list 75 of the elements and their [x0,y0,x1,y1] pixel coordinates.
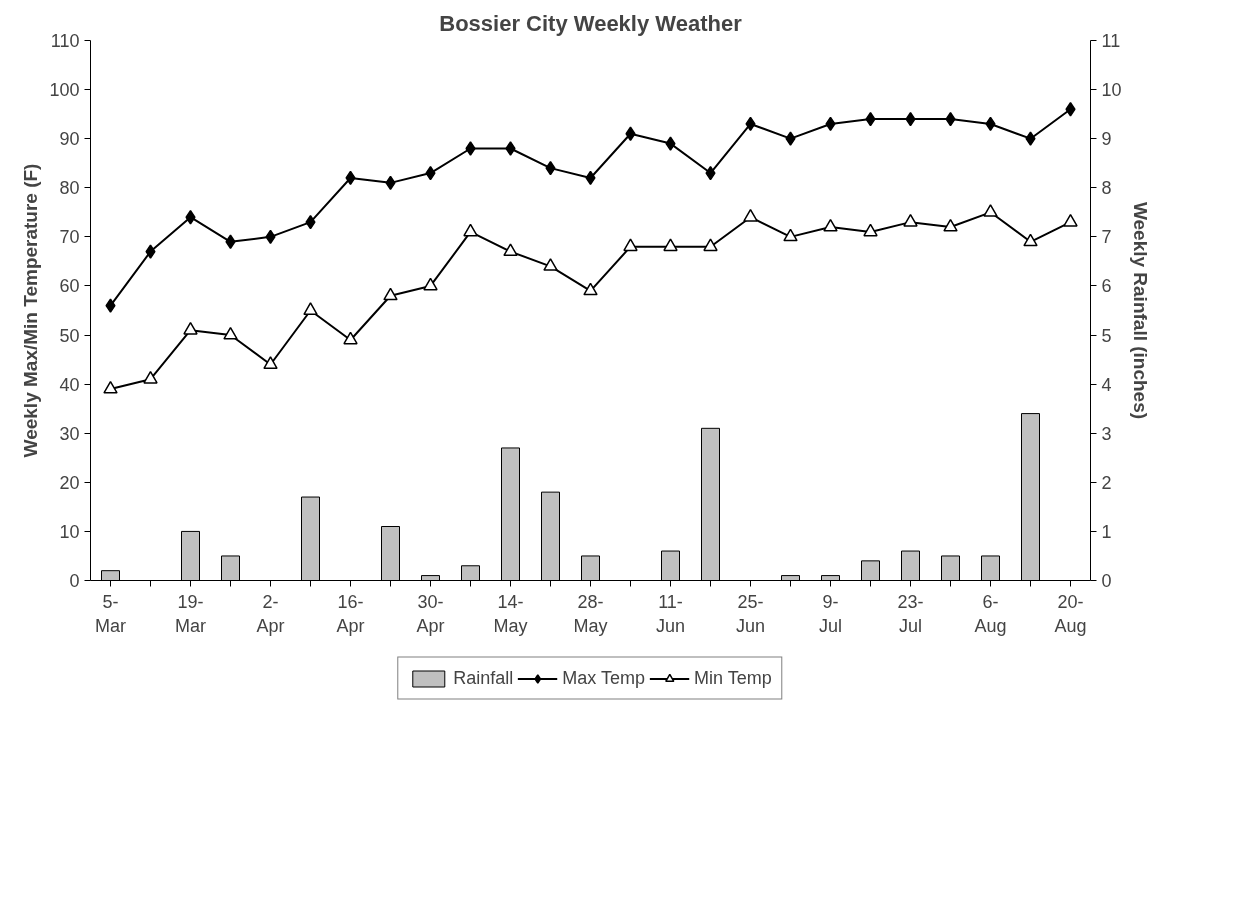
y2-tick-label: 4 [1101,374,1112,395]
point [823,218,838,232]
y2-tick-label: 11 [1101,31,1121,51]
y-tick-label: 30 [59,423,80,444]
legend-label: Max Temp [562,667,646,689]
y2-tick-label: 6 [1101,276,1112,297]
x-tick-label: 20-Aug [1054,591,1087,636]
x-tick-label: 19-Mar [175,591,207,636]
point [105,298,116,313]
y-tick-label: 20 [59,472,80,493]
point [1063,213,1078,227]
y2-tick-label: 10 [1101,80,1122,101]
x-tick-label: 23-Jul [897,591,924,636]
point [703,238,718,252]
point [103,380,118,394]
y2-tick-label: 2 [1101,472,1112,493]
y2-tick-label: 5 [1101,325,1112,346]
point [223,326,238,340]
point [1023,233,1038,247]
y-tick-label: 40 [59,374,80,395]
y-tick-label: 0 [69,571,80,591]
y-tick-label: 80 [59,178,80,199]
point [423,277,438,291]
point [145,244,156,259]
y-tick-label: 60 [59,276,80,297]
point [505,141,516,156]
point [183,321,198,335]
point [263,356,278,369]
point [303,302,318,315]
y2-axis-title: Weekly Rainfall (inches) [1129,201,1151,420]
point [785,131,796,146]
point [463,223,478,237]
x-tick-label: 16-Apr [336,591,365,636]
legend-label: Min Temp [694,667,772,689]
point [983,204,998,217]
point [503,243,518,257]
x-tick-label: 25-Jun [735,591,766,636]
x-tick-label: 5-Mar [95,591,127,636]
y2-tick-label: 3 [1101,423,1112,444]
x-tick-label: 30-Apr [416,591,445,636]
point [583,282,598,296]
point [943,218,958,232]
y2-tick-label: 9 [1101,129,1112,150]
y2-tick-label: 7 [1101,227,1112,248]
point [623,238,638,252]
point [903,213,918,227]
y-tick-label: 90 [59,129,80,150]
y-tick-label: 70 [59,227,80,248]
point [543,258,558,271]
point [343,331,358,345]
chart-title: Bossier City Weekly Weather [439,10,743,36]
x-tick-label: 28-May [573,591,608,636]
y-axis-title: Weekly Max/Min Temperature (F) [20,163,42,458]
y2-tick-label: 0 [1101,571,1112,591]
y2-tick-label: 1 [1101,521,1112,542]
point [465,141,476,156]
y2-tick-label: 8 [1101,178,1112,199]
legend-label: Rainfall [453,667,514,689]
point [783,228,798,242]
x-tick-label: 9-Jul [819,591,843,636]
y-tick-label: 100 [49,80,80,101]
y-tick-label: 10 [59,521,80,542]
y-tick-label: 110 [50,31,80,51]
point [743,208,758,222]
point [663,238,678,252]
x-tick-label: 6-Aug [974,591,1007,636]
x-tick-label: 14-May [493,591,528,636]
point [665,136,676,151]
point [143,370,158,384]
x-tick-label: 11-Jun [655,591,686,636]
y-tick-label: 50 [59,325,80,346]
point [383,287,398,301]
x-tick-label: 2-Apr [256,591,285,636]
point [863,223,878,237]
point [1025,131,1036,146]
